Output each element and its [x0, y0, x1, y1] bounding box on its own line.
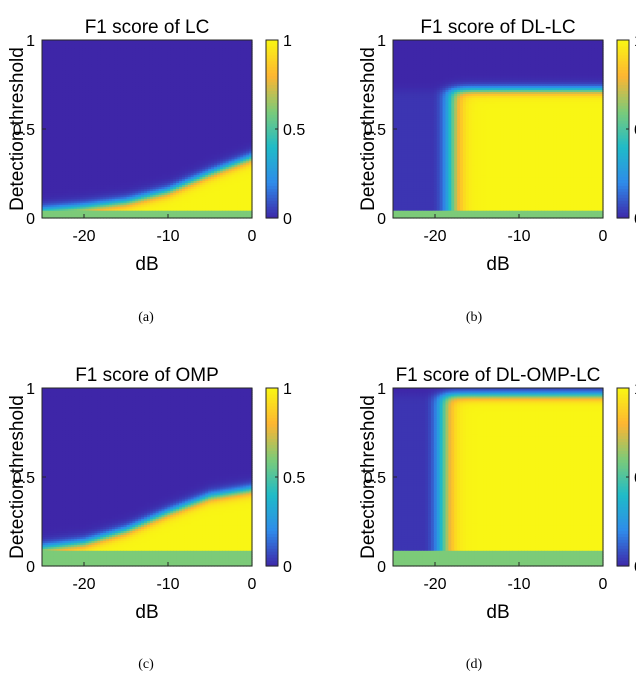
heatmap-cells [42, 40, 253, 219]
